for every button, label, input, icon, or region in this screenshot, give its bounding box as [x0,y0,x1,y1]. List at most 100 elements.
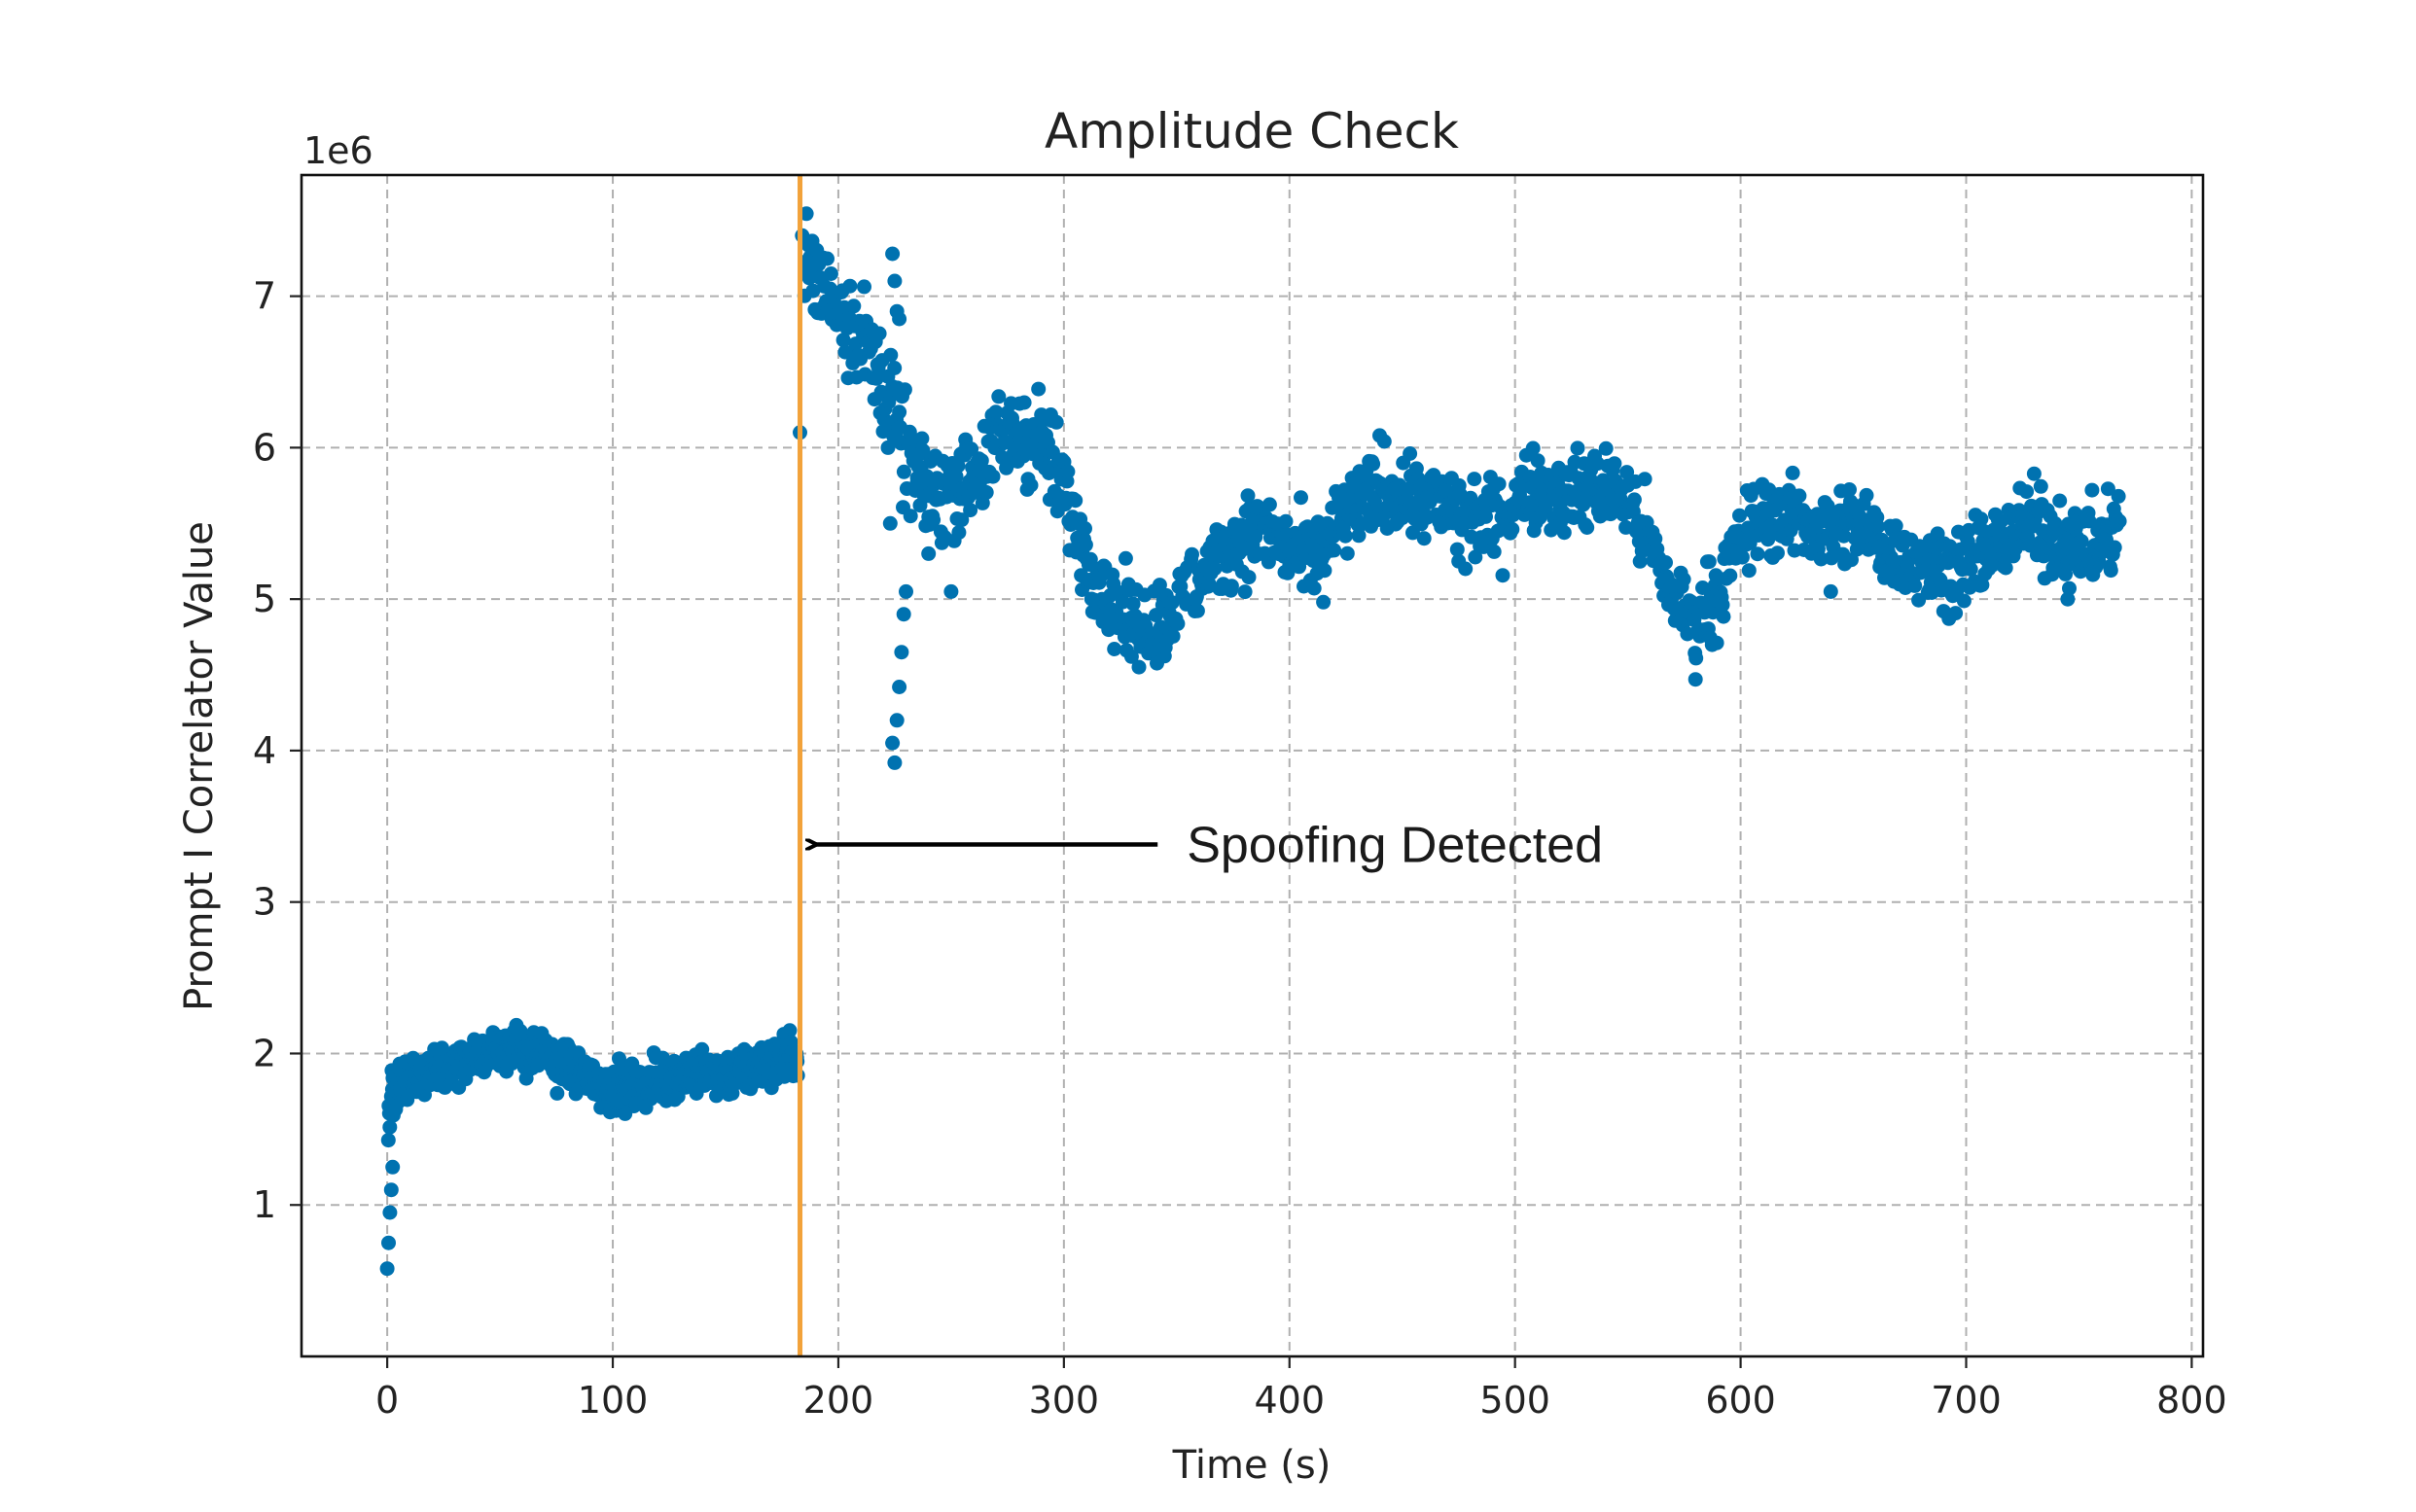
data-point [1467,472,1482,487]
data-point [2019,484,2035,500]
data-point [799,206,814,222]
data-point [1107,642,1122,656]
data-point [1306,580,1322,596]
data-point [1505,521,1520,537]
data-point [1372,428,1387,443]
data-point [882,515,898,531]
data-point [1351,528,1367,544]
data-point [1709,635,1724,651]
x-tick-label: 700 [1931,1379,2002,1422]
data-point [1658,555,1673,570]
data-point [887,361,903,375]
x-tick-label: 600 [1705,1379,1776,1422]
annotation-text: Spoofing Detected [1187,818,1603,874]
data-point [887,755,903,770]
data-point [1165,628,1181,644]
data-point [2047,515,2063,531]
data-point [835,333,851,348]
data-point [1224,579,1239,594]
data-point [1974,578,1990,592]
data-point [1626,492,1642,508]
data-point [1261,497,1277,512]
data-point [1619,465,1635,480]
data-point [1676,572,1691,587]
data-point [985,469,1001,484]
data-point [2081,513,2097,529]
data-point [1449,542,1465,557]
data-point [1068,493,1084,509]
data-point [1734,549,1750,565]
data-point [2111,488,2126,504]
data-point [381,1235,396,1250]
data-point [899,583,913,599]
data-point [1888,518,1903,534]
data-point [1152,578,1167,593]
data-point [1170,615,1186,631]
axis-ticks: 0 100 200 300 400 500 600 700 800 1 2 3 4 5 6 7 [253,275,2227,1422]
data-point [1688,651,1704,666]
data-point [1207,561,1223,577]
data-point [799,265,814,281]
data-point [823,266,838,281]
data-point [1327,543,1342,558]
x-tick-label: 200 [803,1379,874,1422]
data-point [2112,513,2127,529]
data-point [1750,546,1765,562]
data-point [1723,568,1738,583]
data-point [2026,466,2042,481]
data-point [894,645,909,660]
data-point [1491,476,1507,492]
data-point [1715,597,1730,613]
data-point [1948,606,1964,621]
data-point [1570,440,1585,456]
data-point [951,525,967,541]
data-point [1716,609,1731,624]
data-point [914,431,930,446]
data-point [1607,456,1622,472]
data-point [1458,561,1474,577]
data-point [1870,519,1886,534]
data-point [1859,487,1874,503]
data-point [896,464,911,479]
y-offset-label: 1e6 [303,129,373,172]
data-point [1078,521,1092,536]
data-point [885,735,901,751]
data-point [1478,509,1493,524]
data-point [1131,659,1147,675]
data-point [1518,447,1534,463]
data-point [887,273,903,289]
data-point [2060,591,2076,607]
data-point [1118,550,1133,566]
data-point [1842,482,1857,497]
data-point [1907,578,1923,593]
data-point [2107,540,2122,555]
data-point [926,512,942,528]
data-point [1241,570,1257,585]
data-point [1157,640,1173,655]
y-tick-label: 7 [253,275,276,318]
data-point [1185,546,1199,562]
data-point [1078,537,1093,552]
data-point [2033,478,2048,494]
data-point [1956,593,1972,609]
data-point [805,283,821,299]
data-point [1637,472,1652,487]
data-point [380,1133,396,1148]
data-point [1366,456,1381,472]
data-point [2084,482,2100,498]
data-point [782,1023,798,1038]
x-tick-label: 500 [1479,1379,1550,1422]
data-point [1403,446,1418,461]
data-point [1337,528,1353,544]
data-point [1316,594,1332,610]
data-point [842,278,858,294]
x-tick-label: 300 [1029,1379,1100,1422]
data-point [897,382,912,398]
y-tick-label: 6 [253,426,276,469]
data-point [883,347,899,363]
data-point [1688,672,1703,687]
data-point [909,471,925,485]
data-point [903,509,918,524]
grid-lines [302,175,2203,1356]
